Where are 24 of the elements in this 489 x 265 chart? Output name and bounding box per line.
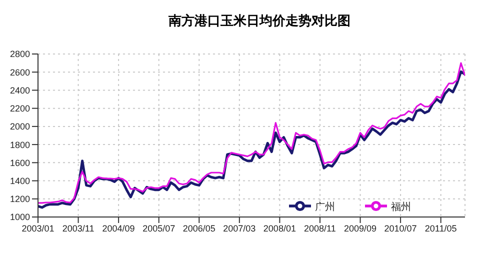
y-tick-label: 2000 <box>10 122 30 132</box>
chart-title: 南方港口玉米日均价走势对比图 <box>168 12 352 31</box>
y-tick-label: 2800 <box>10 49 30 60</box>
y-tick-label: 1800 <box>10 140 30 150</box>
y-tick-label: 1400 <box>10 176 30 186</box>
x-tick-label: 2011/05 <box>424 223 457 234</box>
y-tick-label: 1000 <box>10 212 30 222</box>
x-tick-label: 2010/07 <box>384 223 417 234</box>
x-tick-label: 2003/11 <box>62 223 94 234</box>
legend-label: 福州 <box>391 202 411 214</box>
x-tick-label: 2003/01 <box>22 223 54 234</box>
y-tick-label: 1200 <box>10 194 30 204</box>
x-tick-label: 2009/09 <box>344 223 377 234</box>
x-tick-label: 2004/09 <box>102 223 135 234</box>
x-tick-label: 2005/07 <box>142 223 176 234</box>
x-tick-label: 2008/01 <box>263 223 296 234</box>
legend-label: 广州 <box>315 202 335 214</box>
x-tick-label: 2006/05 <box>182 223 216 234</box>
y-tick-label: 2400 <box>10 85 30 96</box>
y-tick-label: 1600 <box>10 158 30 168</box>
x-tick-label: 2008/11 <box>304 223 336 234</box>
y-tick-label: 2200 <box>10 104 30 114</box>
y-tick-label: 2600 <box>10 67 30 78</box>
x-tick-label: 2007/03 <box>223 223 256 234</box>
